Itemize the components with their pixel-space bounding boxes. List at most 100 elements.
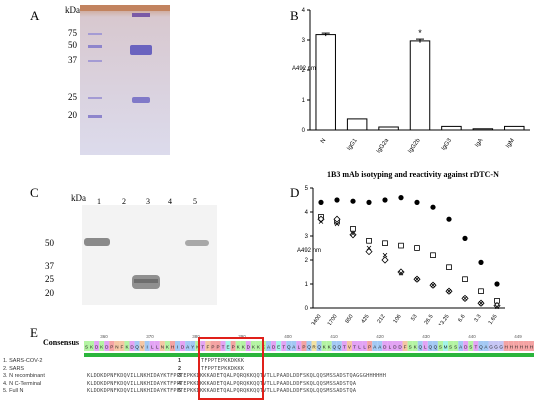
consensus-residue-letter: Y [191, 345, 194, 350]
consensus-residue-letter: D [393, 345, 397, 350]
consensus-residue [362, 341, 368, 351]
consensus-residue-letter: S [469, 345, 472, 350]
consensus-residue-letter: N [161, 345, 164, 350]
panel-label-e: E [30, 325, 38, 340]
consensus-residue [382, 341, 388, 351]
consensus-residue [296, 341, 302, 351]
consensus-residue-letter: H [171, 345, 174, 350]
consensus-residue [493, 341, 499, 351]
consensus-residue [190, 341, 196, 351]
consensus-residue-letter: G [489, 345, 493, 350]
consensus-residue-letter: D [105, 345, 109, 350]
sample-band-lower [132, 97, 150, 103]
consensus-residue [331, 341, 337, 351]
point-open-square [414, 245, 420, 251]
consensus-residue [149, 341, 155, 351]
point-open-diamond [381, 256, 389, 264]
consensus-residue-letter: H [525, 345, 528, 350]
consensus-residue [89, 341, 95, 351]
consensus-residue-letter: P [232, 345, 235, 350]
consensus-residue [139, 341, 145, 351]
consensus-residue-letter: G [494, 345, 498, 350]
consensus-residue-letter: P [368, 345, 371, 350]
point-open-diamond [397, 268, 405, 276]
panel-b-caption: 1B3 mAb isotyping and reactivity against… [327, 170, 499, 179]
x-tick-label: IgM [505, 138, 516, 150]
point-x-cross [366, 245, 372, 251]
consensus-residue-letter: K [252, 345, 256, 350]
point-open-square [382, 240, 388, 246]
consensus-residue [357, 341, 363, 351]
panel-b-bar-chart: A492 nm 0 1 2 3 4 N IgG1 IgG2a IgG2b * IgG3 IgA IgM [292, 8, 530, 155]
x-tick-label: 1700 [327, 314, 339, 325]
consensus-residue-letter: F [121, 345, 124, 350]
consensus-residue-letter: F [404, 345, 407, 350]
x-tick-label: N [320, 138, 327, 145]
consensus-residue-letter: L [358, 345, 361, 350]
point-x-cross [398, 270, 404, 276]
x-tick-label: 1.65 [488, 314, 499, 325]
point-x-cross [382, 252, 388, 258]
point-open-square [446, 264, 452, 271]
x-tick-label: 425 [360, 314, 370, 325]
consensus-residue [432, 341, 438, 351]
consensus-residue-letter: I [147, 345, 148, 350]
bar-IgG2a [378, 126, 399, 131]
consensus-residue-letter: A [186, 345, 190, 350]
panel-a-marker-50: 50 [68, 40, 77, 50]
consensus-residue-letter: D [130, 345, 134, 350]
panel-a-marker-20: 20 [68, 110, 77, 120]
consensus-residue [159, 341, 165, 351]
point-open-square [398, 242, 404, 249]
bar-IgG1 [346, 118, 368, 131]
consensus-residue [453, 341, 459, 351]
panel-c-marker-20: 20 [45, 288, 54, 298]
consensus-residue-letter: H [510, 345, 513, 350]
consensus-residue-letter: Q [287, 345, 291, 350]
y-tick-label: 0 [305, 306, 309, 312]
consensus-residue-letter: S [449, 345, 452, 350]
highlight-box [198, 337, 264, 400]
consensus-residue-letter: A [292, 345, 296, 350]
panel-c-kda-label: kDa [71, 193, 86, 203]
consensus-residue [129, 341, 135, 351]
consensus-residue [124, 341, 130, 351]
sequence-number: 1 [178, 358, 182, 364]
consensus-residue [180, 341, 186, 351]
consensus-residue [114, 341, 120, 351]
panel-c-lane-2: 2 [122, 197, 126, 206]
consensus-residue-letter: D [272, 345, 276, 350]
panel-d-scatter-chart: A492 nm 0 1 2 3 4 5 3400 1700 850 425 212 106 53 26.5… [297, 186, 505, 325]
ruler-label: 449 [514, 334, 522, 339]
consensus-residue [437, 341, 443, 351]
point-open-diamond [333, 215, 341, 223]
consensus-residue-letter: K [328, 345, 332, 350]
consensus-residue [417, 341, 423, 351]
sequence-number: 4 [178, 380, 182, 387]
consensus-residue-letter: T [282, 345, 285, 350]
consensus-residue [245, 341, 251, 351]
panel-label-d: D [290, 185, 300, 200]
sample-band-top [132, 13, 150, 17]
sequence-number: 3 [178, 373, 182, 379]
point-filled-circle [398, 195, 404, 201]
y-tick-label: 1 [305, 282, 309, 288]
consensus-residue [255, 341, 261, 351]
consensus-residue-letter: D [398, 345, 402, 350]
consensus-residue-letter: H [530, 345, 533, 350]
y-tick-label: 2 [302, 68, 306, 74]
consensus-residue [104, 341, 110, 351]
point-filled-circle [478, 259, 484, 265]
consensus-residue-letter: D [247, 345, 251, 350]
x-tick-label: IgA [474, 138, 484, 149]
consensus-residue [250, 341, 256, 351]
bar-IgA [472, 128, 494, 131]
bar-N [315, 34, 336, 131]
x-tick-label: 212 [376, 314, 386, 325]
point-open-square [462, 276, 468, 283]
consensus-residue-letter: L [298, 345, 301, 350]
significance-marker: * [418, 28, 422, 38]
point-filled-circle [414, 199, 420, 205]
x-tick-label: IgG1 [346, 137, 359, 152]
